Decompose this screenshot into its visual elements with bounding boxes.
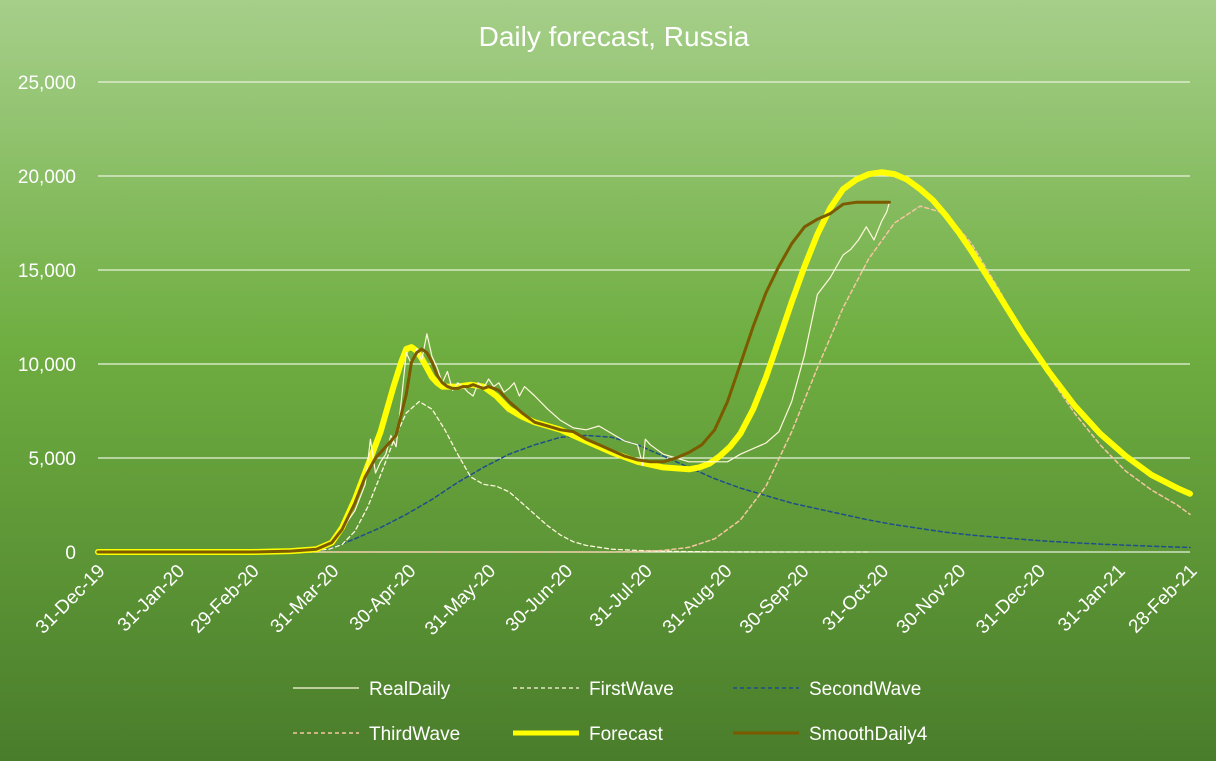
y-tick-label: 25,000 — [18, 73, 76, 94]
y-tick-label: 0 — [65, 543, 76, 564]
legend: RealDaily FirstWave SecondWave ThirdWave For… — [293, 679, 928, 745]
series-line-realdaily — [97, 201, 890, 553]
series-line-forecast — [95, 169, 1193, 555]
legend-item-realdaily: RealDaily — [293, 679, 451, 700]
y-tick-label: 10,000 — [18, 355, 76, 376]
legend-label: RealDaily — [369, 679, 451, 700]
legend-label: SecondWave — [809, 679, 921, 700]
series-line-firstwave — [97, 400, 870, 553]
series-lines — [95, 169, 1193, 555]
y-tick-label: 20,000 — [18, 167, 76, 188]
legend-item-forecast: Forecast — [513, 724, 664, 745]
legend-label: SmoothDaily4 — [809, 724, 928, 745]
y-tick-label: 5,000 — [28, 449, 76, 470]
legend-label: ThirdWave — [369, 724, 460, 745]
legend-item-smoothdaily4: SmoothDaily4 — [733, 724, 928, 745]
series-line-thirdwave — [97, 205, 1191, 553]
legend-item-thirdwave: ThirdWave — [293, 724, 460, 745]
legend-item-firstwave: FirstWave — [513, 679, 674, 700]
series-line-secondwave — [97, 434, 1191, 553]
legend-label: Forecast — [589, 724, 664, 745]
legend-item-secondwave: SecondWave — [733, 679, 921, 700]
chart-title: Daily forecast, Russia — [479, 21, 750, 52]
legend-label: FirstWave — [589, 679, 674, 700]
gridlines — [98, 81, 1190, 553]
y-tick-label: 15,000 — [18, 261, 76, 282]
series-line-smoothdaily4 — [96, 200, 891, 554]
